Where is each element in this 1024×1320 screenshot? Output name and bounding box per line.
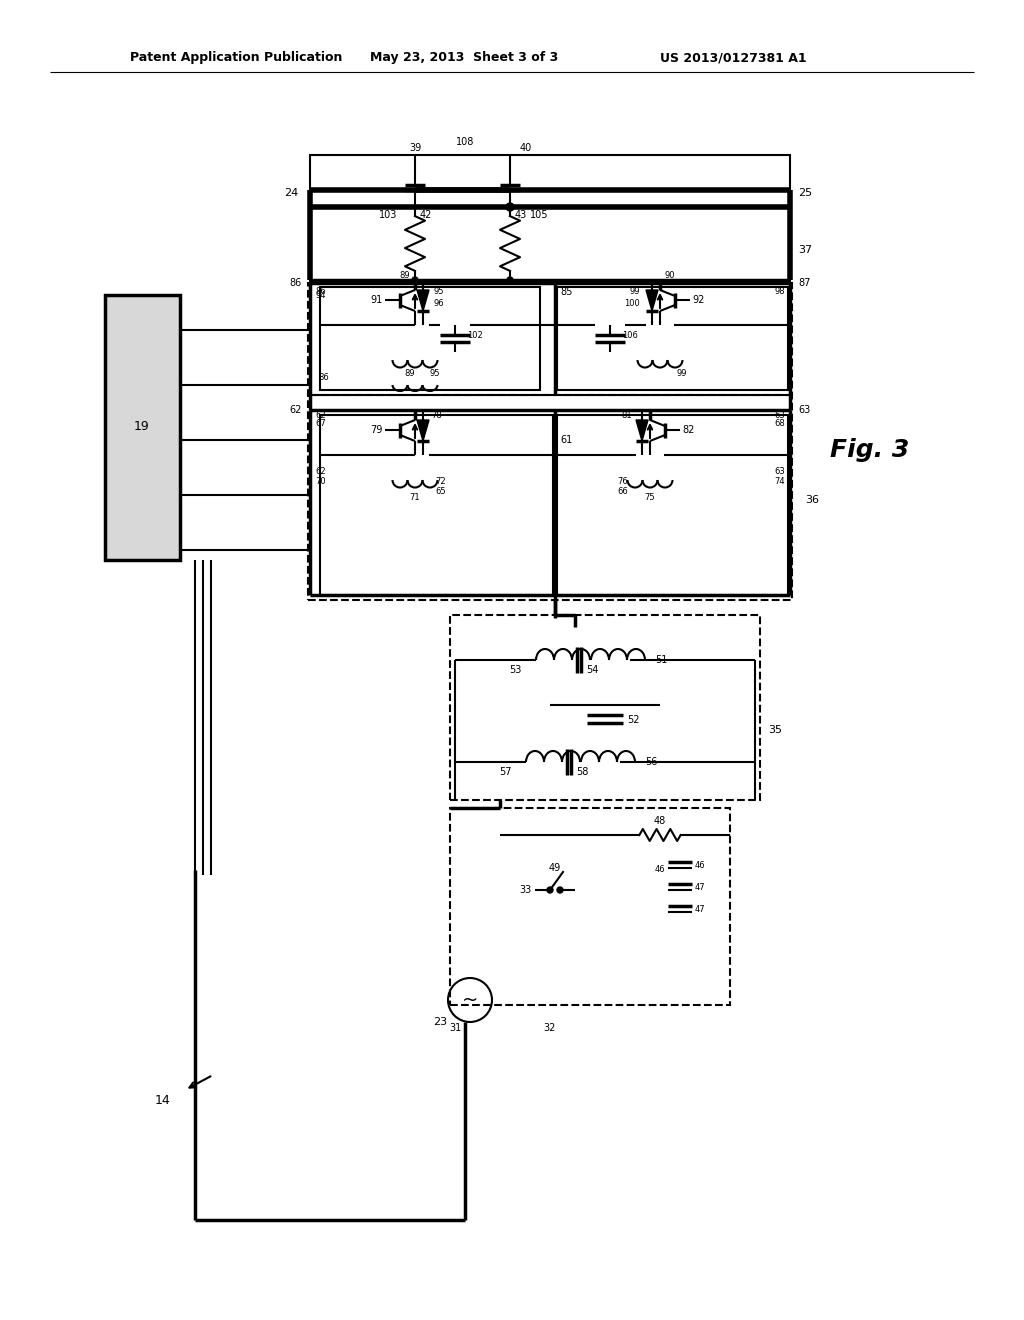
- Text: 62: 62: [290, 405, 302, 414]
- Text: 99: 99: [630, 286, 640, 296]
- Text: 92: 92: [692, 294, 705, 305]
- Text: 78: 78: [431, 412, 441, 421]
- Text: Fig. 3: Fig. 3: [830, 438, 909, 462]
- Text: 23: 23: [433, 1016, 447, 1027]
- Text: 62: 62: [315, 467, 326, 477]
- Text: 99: 99: [677, 368, 687, 378]
- Text: 96: 96: [433, 298, 443, 308]
- Circle shape: [507, 277, 513, 282]
- Text: 86: 86: [315, 286, 326, 296]
- Text: 75: 75: [645, 494, 655, 503]
- Text: 24: 24: [284, 187, 298, 198]
- Text: 108: 108: [456, 137, 474, 147]
- Text: 81: 81: [622, 412, 632, 421]
- Text: 46: 46: [695, 861, 706, 870]
- Text: 42: 42: [420, 210, 432, 220]
- Bar: [310, 154, 790, 395]
- Bar: [319, 286, 540, 389]
- Bar: [450, 808, 730, 1005]
- Text: 32: 32: [544, 1023, 556, 1034]
- Text: 63: 63: [774, 467, 785, 477]
- Text: 70: 70: [315, 477, 326, 486]
- Text: 56: 56: [645, 756, 657, 767]
- Text: 63: 63: [774, 412, 785, 421]
- Text: 87: 87: [798, 279, 810, 288]
- Bar: [308, 282, 792, 601]
- Bar: [557, 414, 788, 595]
- Text: 89: 89: [404, 368, 416, 378]
- Text: 39: 39: [409, 143, 421, 153]
- Bar: [319, 414, 553, 595]
- Text: 91: 91: [371, 294, 383, 305]
- Text: 53: 53: [510, 665, 522, 675]
- Text: 85: 85: [560, 286, 572, 297]
- Text: 89: 89: [399, 271, 411, 280]
- Polygon shape: [417, 420, 429, 441]
- Text: 62: 62: [315, 412, 326, 421]
- Text: Patent Application Publication: Patent Application Publication: [130, 51, 342, 65]
- Text: US 2013/0127381 A1: US 2013/0127381 A1: [660, 51, 807, 65]
- Text: 76: 76: [617, 477, 628, 486]
- Text: 52: 52: [627, 715, 640, 725]
- Circle shape: [506, 203, 514, 211]
- Text: 66: 66: [617, 487, 628, 495]
- Text: 46: 46: [654, 866, 665, 874]
- Text: 61: 61: [560, 436, 572, 445]
- Text: 100: 100: [625, 298, 640, 308]
- Text: 14: 14: [155, 1093, 170, 1106]
- Text: 86: 86: [290, 279, 302, 288]
- Text: 48: 48: [654, 816, 667, 826]
- Text: 103: 103: [379, 210, 397, 220]
- Text: 43: 43: [515, 210, 527, 220]
- Text: 90: 90: [665, 271, 675, 280]
- Text: 74: 74: [774, 477, 785, 486]
- Text: 33: 33: [519, 884, 531, 895]
- Text: May 23, 2013  Sheet 3 of 3: May 23, 2013 Sheet 3 of 3: [370, 51, 558, 65]
- Text: 31: 31: [449, 1023, 461, 1034]
- Text: 82: 82: [682, 425, 694, 436]
- Text: 57: 57: [500, 767, 512, 777]
- Text: 51: 51: [655, 655, 668, 665]
- Text: 54: 54: [586, 665, 598, 675]
- Text: 86: 86: [318, 372, 329, 381]
- Text: 63: 63: [798, 405, 810, 414]
- Text: 72: 72: [435, 477, 445, 486]
- Bar: [557, 286, 788, 389]
- Text: 95: 95: [430, 368, 440, 378]
- Text: 98: 98: [774, 286, 785, 296]
- Text: ~: ~: [462, 990, 478, 1010]
- Circle shape: [412, 277, 418, 282]
- Bar: [450, 615, 760, 800]
- Text: 102: 102: [467, 330, 482, 339]
- Text: 40: 40: [520, 143, 532, 153]
- Text: 36: 36: [805, 495, 819, 506]
- Text: 94: 94: [315, 292, 326, 301]
- Text: 47: 47: [695, 904, 706, 913]
- Text: 19: 19: [134, 421, 150, 433]
- Text: 79: 79: [371, 425, 383, 436]
- Bar: [105, 294, 180, 560]
- Text: 37: 37: [798, 246, 812, 255]
- Text: 71: 71: [410, 494, 420, 503]
- Text: 49: 49: [549, 863, 561, 873]
- Text: 65: 65: [435, 487, 445, 495]
- Text: 67: 67: [315, 420, 326, 429]
- Text: 68: 68: [774, 420, 785, 429]
- Text: 47: 47: [695, 883, 706, 891]
- Text: 106: 106: [622, 330, 638, 339]
- Polygon shape: [417, 290, 429, 312]
- Text: 105: 105: [530, 210, 549, 220]
- Circle shape: [547, 887, 553, 894]
- Text: 25: 25: [798, 187, 812, 198]
- Polygon shape: [636, 420, 648, 441]
- Text: 58: 58: [575, 767, 589, 777]
- Polygon shape: [646, 290, 658, 312]
- Text: 95: 95: [433, 286, 443, 296]
- Circle shape: [557, 887, 563, 894]
- Text: 35: 35: [768, 725, 782, 735]
